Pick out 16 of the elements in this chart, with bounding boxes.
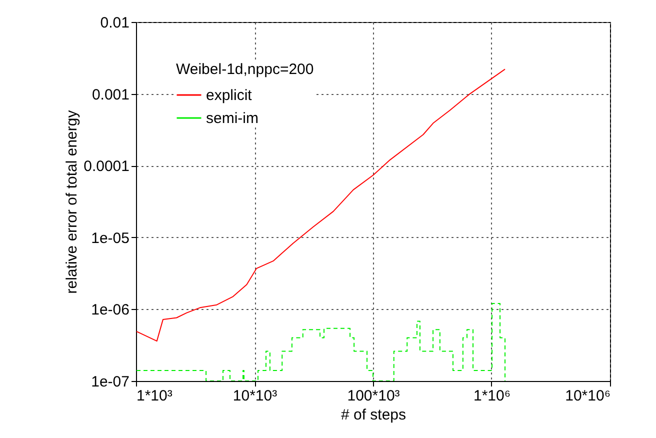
y-tick-label: 1e-06 <box>91 302 130 319</box>
x-axis-title: # of steps <box>340 406 406 424</box>
legend-label: explicit <box>206 87 253 104</box>
y-tick-label: 0.0001 <box>84 158 130 176</box>
y-tick-label: 1e-07 <box>91 374 130 390</box>
legend-label: semi-im <box>206 110 258 127</box>
y-tick-label: 1e-05 <box>91 230 130 247</box>
legend-title: Weibel-1d,nppc=200 <box>176 61 314 78</box>
y-axis-title: relative error of total energy <box>64 110 81 294</box>
x-tick-label: 1*10³ <box>136 388 172 404</box>
x-tick-label: 100*10³ <box>347 388 400 404</box>
x-tick-label: 10*10³ <box>232 388 278 404</box>
y-tick-label: 0.001 <box>92 86 130 104</box>
y-tick-label: 0.01 <box>100 14 130 32</box>
x-tick-label: 10*10⁶ <box>565 388 610 404</box>
x-tick-label: 1*10⁶ <box>473 388 511 404</box>
